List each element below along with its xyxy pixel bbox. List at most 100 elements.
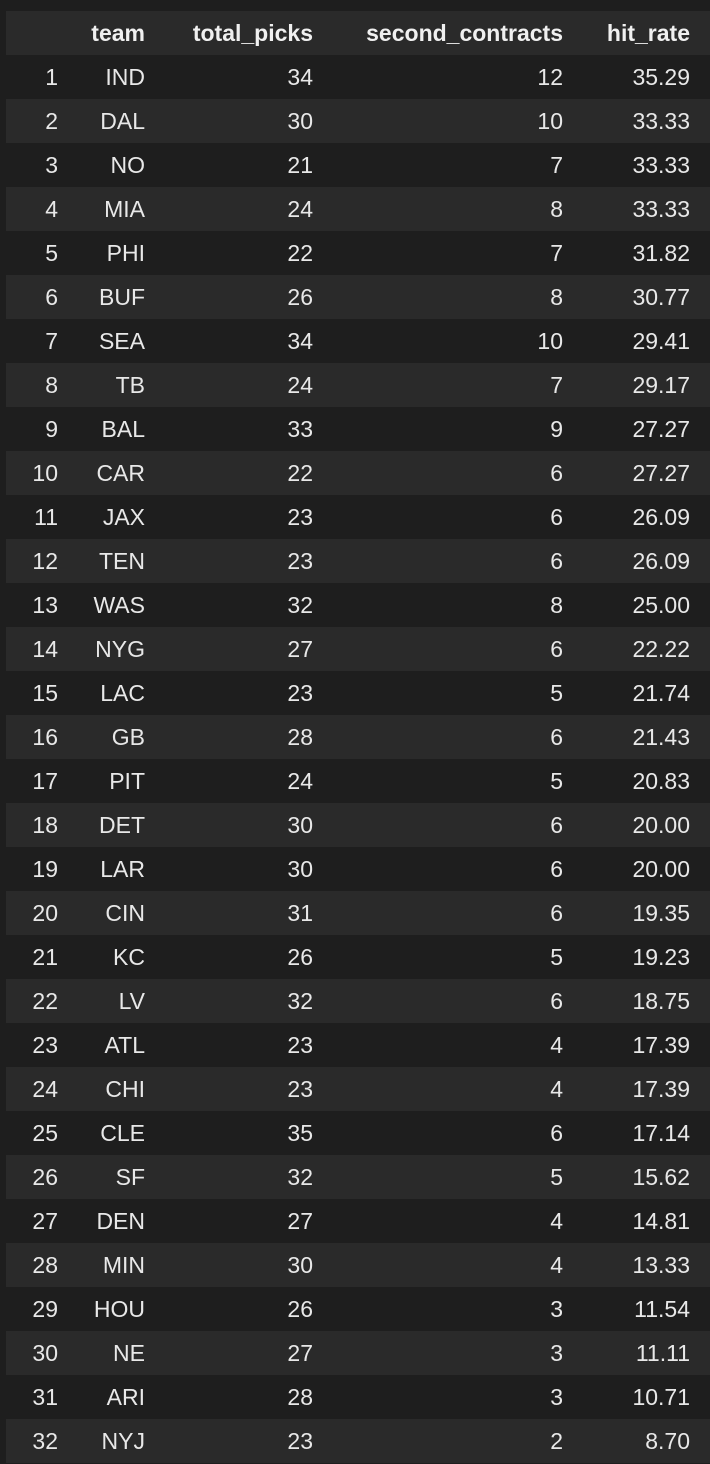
cell-total-picks: 30 (287, 812, 313, 838)
cell-hit-rate: 33.33 (632, 152, 690, 178)
cell-team: DET (99, 812, 145, 838)
cell-team: ATL (104, 1032, 145, 1058)
cell-total-picks: 34 (287, 64, 313, 90)
cell-second-contracts: 6 (550, 1120, 563, 1146)
cell-total-picks: 23 (287, 1076, 313, 1102)
cell-team: LAC (100, 680, 145, 706)
table-row: 7 SEA 34 10 29.41 (6, 319, 710, 363)
table-header: team total_picks second_contracts hit_ra… (6, 11, 710, 55)
row-index: 25 (32, 1120, 58, 1146)
cell-team: CHI (105, 1076, 145, 1102)
row-index: 23 (32, 1032, 58, 1058)
cell-total-picks: 24 (287, 372, 313, 398)
cell-team: LAR (100, 856, 145, 882)
table-row: 8 TB 24 7 29.17 (6, 363, 710, 407)
cell-second-contracts: 8 (550, 592, 563, 618)
table-row: 15 LAC 23 5 21.74 (6, 671, 710, 715)
cell-total-picks: 23 (287, 1428, 313, 1454)
cell-total-picks: 32 (287, 988, 313, 1014)
cell-team: CLE (100, 1120, 145, 1146)
cell-total-picks: 21 (287, 152, 313, 178)
cell-hit-rate: 18.75 (632, 988, 690, 1014)
row-index: 22 (32, 988, 58, 1014)
cell-hit-rate: 33.33 (632, 108, 690, 134)
cell-second-contracts: 10 (537, 108, 563, 134)
cell-hit-rate: 33.33 (632, 196, 690, 222)
row-index: 24 (32, 1076, 58, 1102)
table-row: 6 BUF 26 8 30.77 (6, 275, 710, 319)
cell-hit-rate: 11.54 (634, 1296, 690, 1322)
row-index: 32 (32, 1428, 58, 1454)
row-index: 3 (45, 152, 58, 178)
cell-hit-rate: 13.33 (632, 1252, 690, 1278)
cell-second-contracts: 9 (550, 416, 563, 442)
cell-total-picks: 23 (287, 548, 313, 574)
cell-second-contracts: 6 (550, 504, 563, 530)
cell-hit-rate: 20.00 (632, 856, 690, 882)
table-row: 4 MIA 24 8 33.33 (6, 187, 710, 231)
cell-second-contracts: 2 (550, 1428, 563, 1454)
table-row: 25 CLE 35 6 17.14 (6, 1111, 710, 1155)
table-row: 23 ATL 23 4 17.39 (6, 1023, 710, 1067)
row-index: 28 (32, 1252, 58, 1278)
cell-hit-rate: 21.43 (632, 724, 690, 750)
cell-team: MIA (104, 196, 145, 222)
cell-second-contracts: 6 (550, 856, 563, 882)
cell-total-picks: 34 (287, 328, 313, 354)
cell-team: JAX (102, 504, 145, 530)
cell-total-picks: 35 (287, 1120, 313, 1146)
cell-second-contracts: 12 (537, 64, 563, 90)
row-index: 20 (32, 900, 58, 926)
cell-second-contracts: 6 (550, 812, 563, 838)
table-row: 30 NE 27 3 11.11 (6, 1331, 710, 1375)
cell-hit-rate: 11.11 (635, 1340, 690, 1366)
table-row: 1 IND 34 12 35.29 (6, 55, 710, 99)
cell-hit-rate: 25.00 (632, 592, 690, 618)
table-row: 17 PIT 24 5 20.83 (6, 759, 710, 803)
cell-total-picks: 23 (287, 1032, 313, 1058)
table-row: 21 KC 26 5 19.23 (6, 935, 710, 979)
cell-team: DAL (100, 108, 145, 134)
cell-total-picks: 22 (287, 460, 313, 486)
row-index: 21 (32, 944, 58, 970)
cell-hit-rate: 35.29 (632, 64, 690, 90)
table-row: 29 HOU 26 3 11.54 (6, 1287, 710, 1331)
dataframe-table: team total_picks second_contracts hit_ra… (6, 11, 710, 1463)
cell-team: NYJ (101, 1428, 145, 1454)
cell-total-picks: 26 (287, 284, 313, 310)
cell-hit-rate: 22.22 (632, 636, 690, 662)
cell-team: DEN (96, 1208, 145, 1234)
cell-second-contracts: 5 (550, 680, 563, 706)
cell-second-contracts: 4 (550, 1252, 563, 1278)
cell-total-picks: 30 (287, 856, 313, 882)
cell-total-picks: 27 (287, 636, 313, 662)
row-index: 27 (32, 1208, 58, 1234)
column-header-team: team (91, 20, 145, 46)
cell-team: SF (115, 1164, 145, 1190)
cell-second-contracts: 7 (550, 152, 563, 178)
table-row: 31 ARI 28 3 10.71 (6, 1375, 710, 1419)
cell-total-picks: 32 (287, 592, 313, 618)
cell-team: TB (115, 372, 145, 398)
row-index: 26 (32, 1164, 58, 1190)
table-row: 12 TEN 23 6 26.09 (6, 539, 710, 583)
row-index: 31 (32, 1384, 58, 1410)
cell-team: SEA (98, 328, 145, 354)
cell-hit-rate: 17.39 (632, 1032, 690, 1058)
table-row: 18 DET 30 6 20.00 (6, 803, 710, 847)
cell-team: MIN (102, 1252, 145, 1278)
cell-total-picks: 28 (287, 1384, 313, 1410)
cell-second-contracts: 6 (550, 548, 563, 574)
cell-total-picks: 33 (287, 416, 313, 442)
column-header-second-contracts: second_contracts (366, 20, 563, 46)
cell-team: NYG (95, 636, 145, 662)
cell-hit-rate: 26.09 (632, 548, 690, 574)
cell-second-contracts: 5 (550, 944, 563, 970)
column-header-hit-rate: hit_rate (606, 20, 690, 46)
cell-hit-rate: 19.23 (632, 944, 690, 970)
cell-second-contracts: 5 (550, 1164, 563, 1190)
table-row: 5 PHI 22 7 31.82 (6, 231, 710, 275)
row-index: 8 (45, 372, 58, 398)
cell-hit-rate: 29.41 (632, 328, 690, 354)
cell-second-contracts: 6 (550, 636, 563, 662)
